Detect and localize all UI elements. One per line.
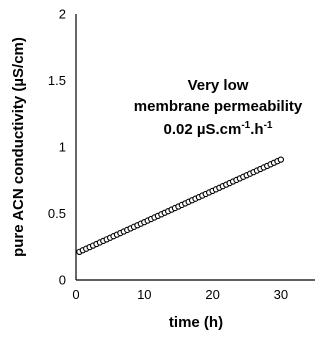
series-points [76,156,285,255]
annotation-line-3: 0.02 µS.cm-1.h-1 [163,120,272,138]
x-tick-label-0: 0 [72,287,79,302]
annotation-rate-mid: .h [250,121,263,138]
annotation-rate-sup-1: -1 [241,120,250,131]
data-point-0-59 [277,156,285,163]
y-tick-label-1.5: 1.5 [48,73,66,88]
annotation-line-1: Very low [188,77,249,94]
x-tick-label-10: 10 [137,287,151,302]
annotation-rate-value: 0.02 µS.cm [163,121,241,138]
x-tick-label-30: 30 [274,287,288,302]
x-tick-label-20: 20 [205,287,219,302]
y-axis-title: pure ACN conductivity (µS/cm) [10,37,27,257]
y-tick-label-1: 1 [59,140,66,155]
annotation: Very low membrane permeability 0.02 µS.c… [134,77,303,138]
y-tick-label-0.5: 0.5 [48,206,66,221]
y-tick-label-0: 0 [59,273,66,288]
x-axis-title: time (h) [169,314,223,331]
y-tick-label-2: 2 [59,7,66,22]
annotation-rate-sup-2: -1 [264,120,273,131]
annotation-line-2: membrane permeability [134,98,303,115]
